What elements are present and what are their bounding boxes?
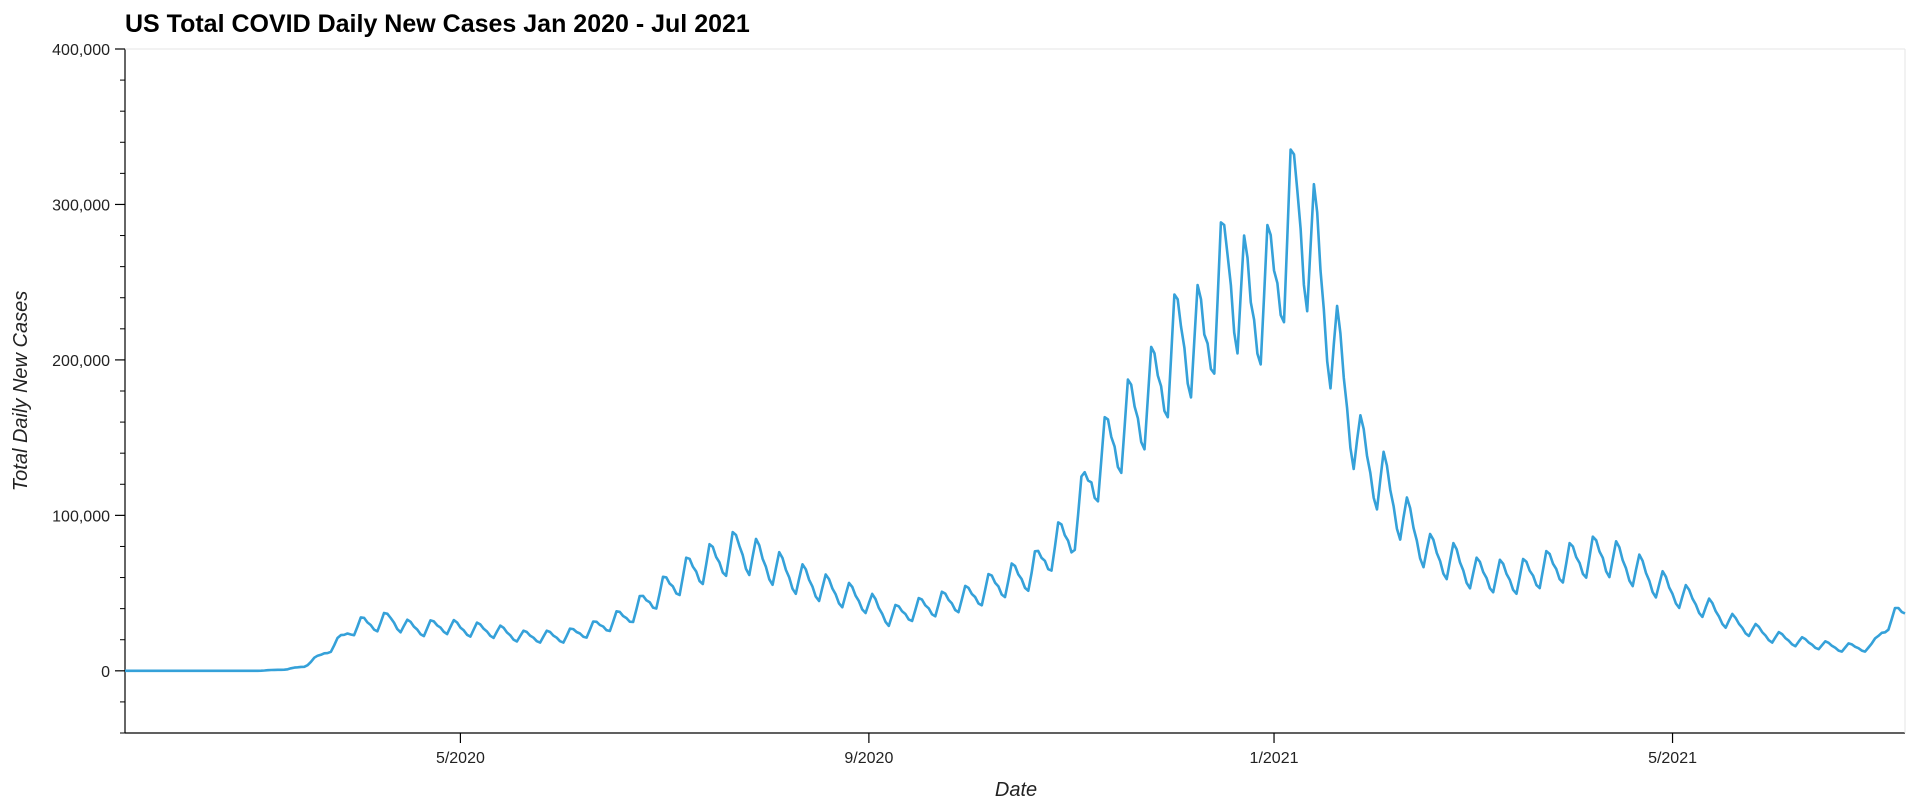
x-tick-label: 9/2020 xyxy=(844,750,893,767)
y-tick-label: 200,000 xyxy=(52,353,110,370)
y-tick-label: 300,000 xyxy=(52,197,110,214)
y-tick-label: 100,000 xyxy=(52,508,110,525)
y-tick-label: 0 xyxy=(101,664,110,681)
daily-cases-line xyxy=(125,148,1906,673)
x-tick-label: 5/2020 xyxy=(436,750,485,767)
x-axis-label: Date xyxy=(995,779,1037,800)
y-tick-label: 400,000 xyxy=(52,42,110,59)
x-tick-label: 1/2021 xyxy=(1250,750,1299,767)
plot-frame xyxy=(124,48,1906,734)
y-axis-ticks: 0 100,000 200,000 300,000 400,000 xyxy=(52,42,125,734)
x-axis-ticks: 5/2020 9/2020 1/2021 5/2021 xyxy=(436,733,1697,767)
y-axis-label: Total Daily New Cases xyxy=(10,291,32,491)
chart-title: US Total COVID Daily New Cases Jan 2020 … xyxy=(125,10,750,38)
x-tick-label: 5/2021 xyxy=(1648,750,1697,767)
